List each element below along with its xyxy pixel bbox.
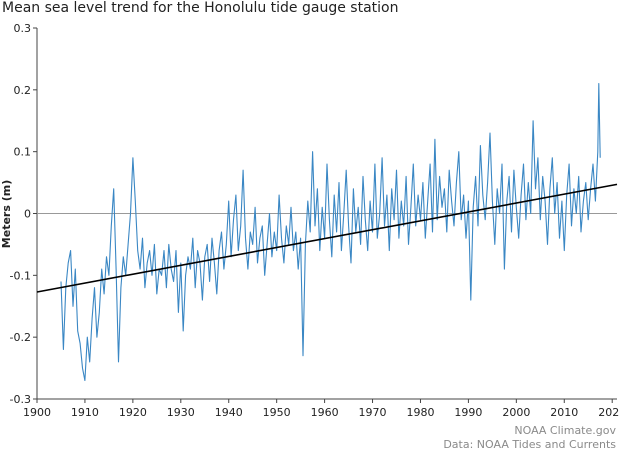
x-tick-label: 2010: [550, 406, 578, 419]
x-tick-label: 1950: [263, 406, 291, 419]
y-tick-label: 0: [24, 208, 31, 221]
x-tick-label: 1910: [71, 406, 99, 419]
x-tick-label: 1920: [119, 406, 147, 419]
x-tick-label: 2000: [502, 406, 530, 419]
x-tick-label: 1940: [215, 406, 243, 419]
x-tick-label: 1990: [454, 406, 482, 419]
y-tick-label: 0.1: [14, 146, 32, 159]
y-tick-label: -0.2: [10, 331, 31, 344]
credit-line-2: Data: NOAA Tides and Currents: [443, 438, 616, 451]
x-tick-label: 1930: [167, 406, 195, 419]
x-tick-label: 1960: [311, 406, 339, 419]
y-tick-label: -0.1: [10, 269, 31, 282]
sea-level-series-line: [60, 83, 601, 382]
trend-line: [36, 183, 618, 293]
x-tick-label: 1970: [359, 406, 387, 419]
y-tick-label: -0.3: [10, 393, 31, 406]
x-tick-label: 1980: [406, 406, 434, 419]
y-axis-label: Meters (m): [0, 180, 13, 248]
y-tick-label: 0.2: [14, 84, 32, 97]
chart-title: Mean sea level trend for the Honolulu ti…: [2, 0, 399, 16]
x-tick-label: 2020: [598, 406, 620, 419]
x-tick-label: 1900: [23, 406, 51, 419]
y-tick-label: 0.3: [14, 22, 32, 35]
credit-line-1: NOAA Climate.gov: [514, 424, 616, 437]
